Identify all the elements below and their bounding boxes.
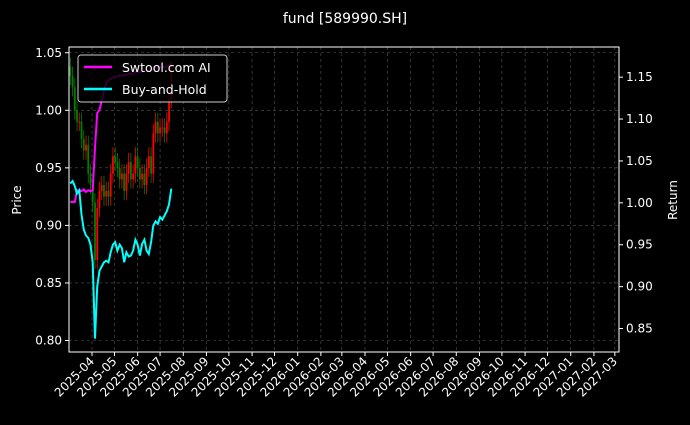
candle-body <box>129 162 132 180</box>
right-axis: 0.85 0.90 0.95 1.00 1.05 1.10 1.15 <box>619 70 653 336</box>
candle-body <box>138 167 141 180</box>
candle-body <box>96 208 99 260</box>
candle-body <box>152 133 155 174</box>
series-line-buy-and-hold <box>69 179 173 339</box>
candle-body <box>87 144 90 174</box>
candle-body <box>168 98 170 122</box>
candle-body <box>80 121 83 140</box>
right-tick-label: 0.85 <box>626 322 653 336</box>
candle-body <box>141 173 144 180</box>
left-tick-label: 0.80 <box>35 333 62 347</box>
candle-body <box>163 127 166 134</box>
candle-body <box>114 156 117 163</box>
chart-title: fund [589990.SH] <box>283 11 407 27</box>
legend-label-strategy: Swtool.com AI <box>122 60 211 75</box>
candle-body <box>161 127 164 129</box>
candle-body <box>134 156 137 174</box>
candle-body <box>112 156 114 174</box>
right-tick-label: 1.15 <box>626 70 653 84</box>
candle-body <box>165 121 168 134</box>
right-tick-label: 1.05 <box>626 154 653 168</box>
candle-body <box>91 185 94 203</box>
candle-body <box>107 190 110 197</box>
right-tick-label: 1.00 <box>626 196 653 210</box>
plot-frame <box>68 46 620 353</box>
candle-body <box>156 121 159 134</box>
left-tick-label: 0.95 <box>35 161 62 175</box>
candle-body <box>71 75 74 88</box>
candle-body <box>76 110 78 122</box>
candle-body <box>121 173 123 180</box>
x-axis: 2025-042025-052025-062025-072025-082025-… <box>52 352 620 400</box>
left-tick-label: 1.05 <box>35 46 62 60</box>
candle-body <box>89 173 92 186</box>
candle-body <box>100 185 103 191</box>
candle-body <box>94 202 96 260</box>
legend-label-buy-and-hold: Buy-and-Hold <box>122 82 207 97</box>
right-tick-label: 0.95 <box>626 238 653 252</box>
right-tick-label: 1.10 <box>626 112 653 126</box>
candle-body <box>147 156 150 168</box>
candle-body <box>123 173 126 191</box>
candle-body <box>159 127 161 134</box>
candle-body <box>98 190 101 209</box>
candle-body <box>73 87 76 111</box>
candle-body <box>118 167 121 180</box>
candle-body <box>154 121 157 134</box>
candle-body <box>132 173 135 180</box>
left-tick-label: 0.85 <box>35 276 62 290</box>
left-axis: 0.80 0.85 0.90 0.95 1.00 1.05 <box>35 46 69 347</box>
left-tick-label: 1.00 <box>35 103 62 117</box>
candle-body <box>69 66 72 76</box>
series-lines <box>69 62 173 339</box>
candle-body <box>109 173 112 197</box>
candle-body <box>82 139 85 151</box>
right-axis-label: Return <box>666 180 680 220</box>
candle-body <box>150 156 152 174</box>
candle-body <box>145 167 148 186</box>
candle-body <box>105 190 108 197</box>
candles <box>69 57 173 270</box>
candle-body <box>136 156 139 168</box>
candle-body <box>116 162 119 168</box>
candle-body <box>127 162 130 174</box>
candle-body <box>143 173 146 186</box>
legend: Swtool.com AI Buy-and-Hold <box>77 54 228 103</box>
candle-body <box>78 121 81 123</box>
left-tick-label: 0.90 <box>35 218 62 232</box>
right-tick-label: 0.90 <box>626 280 653 294</box>
candle-body <box>85 144 87 151</box>
candle-body <box>125 173 128 191</box>
left-axis-label: Price <box>10 185 24 214</box>
candle-body <box>103 185 105 197</box>
